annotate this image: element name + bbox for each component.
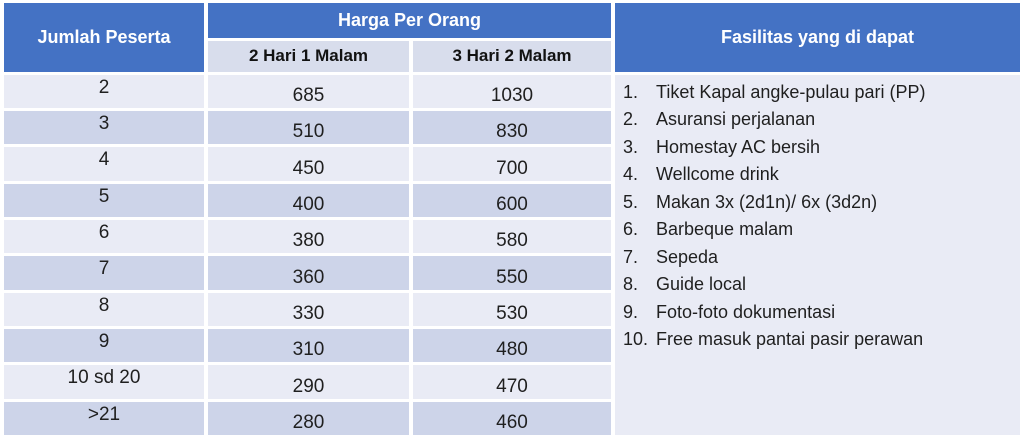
table-row: 3 510 830 [4, 110, 1020, 145]
facility-item: Asuransi perjalanan [656, 109, 816, 130]
column-header-fasilitas: Fasilitas yang di dapat [615, 3, 1020, 72]
price-3d2n-cell: 1030 [413, 74, 611, 108]
table-row: 5 400 600 [4, 183, 1020, 217]
facility-item: Foto-foto dokumentasi [656, 301, 836, 322]
peserta-cell: 7 [4, 256, 204, 290]
price-2d1n-cell: 290 [208, 365, 409, 399]
facility-item: Wellcome drink [656, 164, 779, 185]
peserta-cell: 9 [4, 328, 204, 363]
facilities-list: Tiket Kapal angke-pulau pari (PP) Asuran… [623, 79, 1016, 354]
price-2d1n-cell: 685 [208, 74, 409, 108]
table-row: 2 685 1030 Tiket Kapal angke-pulau pari … [4, 74, 1020, 435]
price-2d1n-cell: 360 [208, 256, 409, 290]
price-2d1n-cell: 280 [208, 401, 409, 435]
table-row: 8 330 530 [4, 292, 1020, 326]
peserta-cell: >21 [4, 401, 204, 435]
peserta-cell: 5 [4, 183, 204, 217]
peserta-cell: 3 [4, 110, 204, 145]
column-header-harga-per-orang: Harga Per Orang [208, 3, 611, 39]
table-row: 10 sd 20 290 470 [4, 365, 1020, 399]
price-3d2n-cell: 470 [413, 365, 611, 399]
price-3d2n-cell: 460 [413, 401, 611, 435]
price-3d2n-cell: 600 [413, 183, 611, 217]
peserta-cell: 8 [4, 292, 204, 326]
price-2d1n-cell: 310 [208, 328, 409, 363]
table-row: >21 280 460 [4, 401, 1020, 435]
table-row: 4 450 700 [4, 147, 1020, 181]
facility-item: Sepeda [656, 246, 719, 267]
facility-item: Free masuk pantai pasir perawan [656, 329, 924, 350]
price-3d2n-cell: 700 [413, 147, 611, 181]
price-2d1n-cell: 380 [208, 219, 409, 254]
price-2d1n-cell: 400 [208, 183, 409, 217]
facility-item: Makan 3x (2d1n)/ 6x (3d2n) [656, 191, 878, 212]
facility-item: Homestay AC bersih [656, 136, 821, 157]
sub-header-2-hari-1-malam: 2 Hari 1 Malam [208, 41, 409, 72]
peserta-cell: 2 [4, 74, 204, 108]
price-3d2n-cell: 530 [413, 292, 611, 326]
price-2d1n-cell: 330 [208, 292, 409, 326]
price-3d2n-cell: 580 [413, 219, 611, 254]
price-3d2n-cell: 550 [413, 256, 611, 290]
facilities-cell: Tiket Kapal angke-pulau pari (PP) Asuran… [615, 74, 1020, 435]
facility-item: Barbeque malam [656, 219, 794, 240]
facility-item: Tiket Kapal angke-pulau pari (PP) [656, 81, 926, 102]
price-2d1n-cell: 450 [208, 147, 409, 181]
table-row: 7 360 550 [4, 256, 1020, 290]
price-2d1n-cell: 510 [208, 110, 409, 145]
peserta-cell: 10 sd 20 [4, 365, 204, 399]
table-row: 9 310 480 [4, 328, 1020, 363]
price-3d2n-cell: 830 [413, 110, 611, 145]
peserta-cell: 6 [4, 219, 204, 254]
column-header-jumlah-peserta: Jumlah Peserta [4, 3, 204, 72]
table-row: 6 380 580 [4, 219, 1020, 254]
sub-header-3-hari-2-malam: 3 Hari 2 Malam [413, 41, 611, 72]
facility-item: Guide local [656, 274, 747, 295]
price-3d2n-cell: 480 [413, 328, 611, 363]
peserta-cell: 4 [4, 147, 204, 181]
